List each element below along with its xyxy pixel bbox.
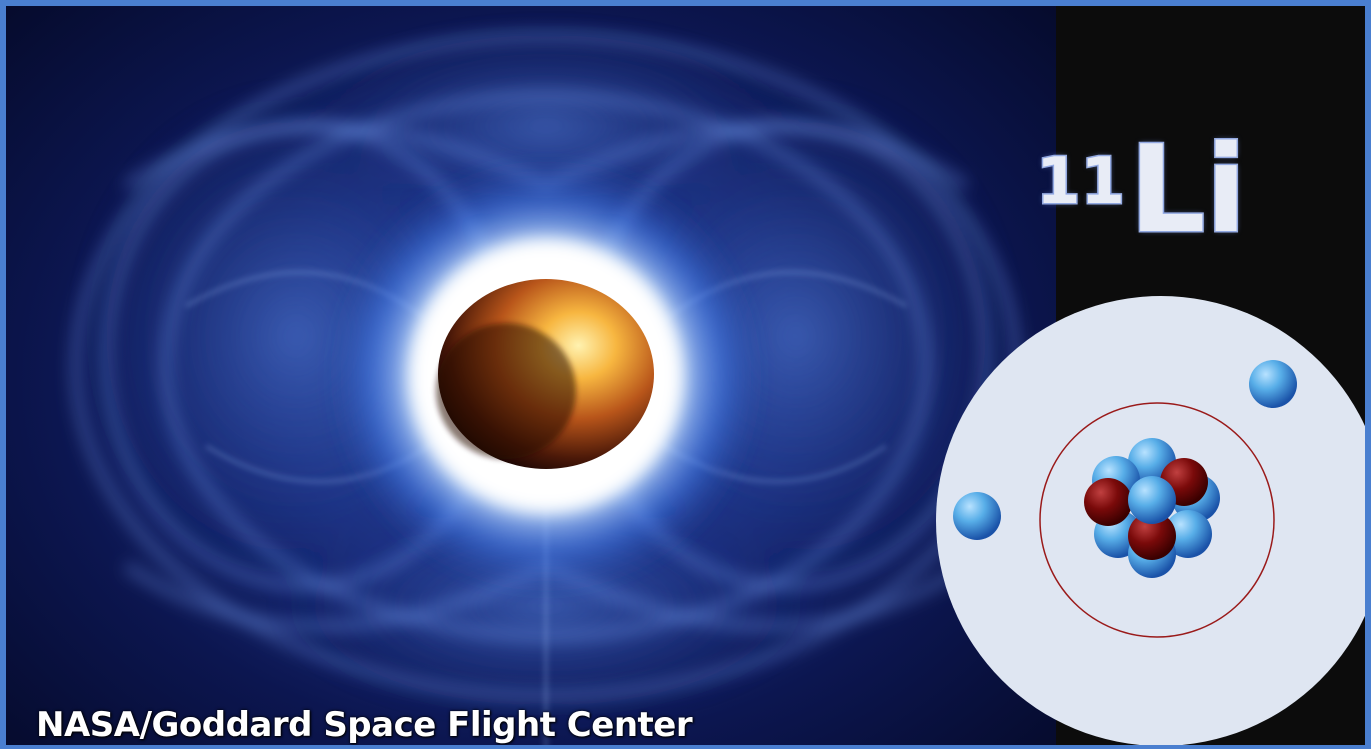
nebula-artwork <box>66 16 1026 745</box>
lithium-atom-diagram <box>936 296 1365 745</box>
isotope-label: 11Li <box>1034 129 1248 252</box>
proton-icon <box>1128 512 1176 560</box>
neutron-icon <box>1164 510 1212 558</box>
proton-icon <box>1084 478 1132 526</box>
electron-orbit <box>1039 402 1275 638</box>
electron-icon <box>1249 360 1297 408</box>
image-credit: NASA/Goddard Space Flight Center <box>36 705 693 745</box>
nucleus <box>1084 438 1220 578</box>
mass-number: 11 <box>1034 144 1126 221</box>
nebula-illustration: NASA/Goddard Space Flight Center <box>6 6 1056 745</box>
neutron-icon <box>1128 476 1176 524</box>
electron-icon <box>953 492 1001 540</box>
element-symbol: Li <box>1128 121 1249 260</box>
